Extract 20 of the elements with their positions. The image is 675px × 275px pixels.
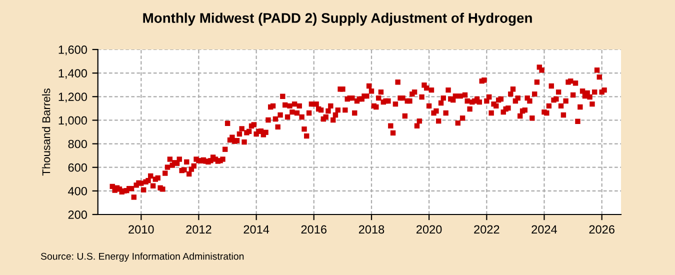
chart-title: Monthly Midwest (PADD 2) Supply Adjustment of Hydrogen bbox=[143, 12, 532, 26]
y-tick-label: 400 bbox=[68, 186, 87, 196]
x-tick-label: 2018 bbox=[358, 225, 384, 234]
x-tick-label: 2012 bbox=[186, 225, 212, 234]
source-note: Source: U.S. Energy Information Administration bbox=[40, 252, 244, 262]
x-tick-label: 2020 bbox=[416, 225, 442, 234]
y-tick-label: 1,400 bbox=[58, 69, 87, 79]
y-tick-label: 1,200 bbox=[58, 92, 87, 102]
y-tick-label: 200 bbox=[68, 210, 87, 219]
y-tick-label: 1,000 bbox=[58, 116, 87, 126]
y-axis-title: Thousand Barrels bbox=[42, 88, 50, 176]
x-tick-label: 2016 bbox=[301, 225, 326, 234]
x-tick-label: 2026 bbox=[589, 225, 614, 234]
y-tick-label: 1,600 bbox=[58, 46, 87, 56]
x-tick-label: 2014 bbox=[244, 225, 270, 234]
y-tick-label: 600 bbox=[68, 163, 87, 172]
x-tick-label: 2010 bbox=[128, 225, 154, 234]
x-tick-label: 2022 bbox=[474, 225, 500, 234]
y-tick-label: 800 bbox=[68, 140, 87, 148]
x-tick-label: 2024 bbox=[532, 225, 558, 234]
